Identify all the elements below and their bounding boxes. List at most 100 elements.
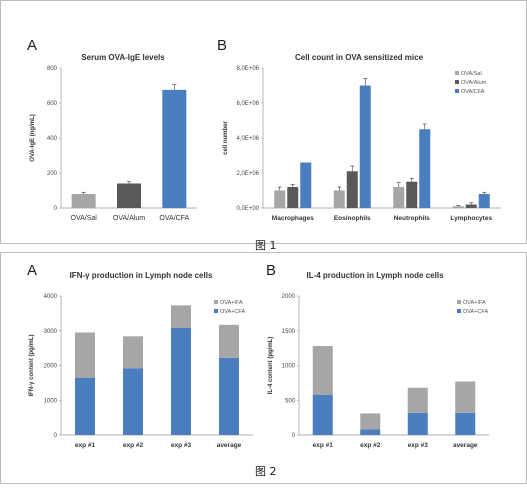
- chart-title: IL-4 production in Lymph node cells: [306, 271, 444, 280]
- legend-label: OVA/Alum: [461, 80, 487, 86]
- category-label: exp #1: [75, 442, 96, 449]
- y-tick-label: 1000: [282, 364, 296, 370]
- legend-swatch: [457, 300, 461, 304]
- bar-OVA/Alum: [346, 171, 358, 208]
- y-axis-label: IFN-γ content (pg/mL): [29, 335, 35, 397]
- y-tick-label: 2000: [44, 364, 58, 370]
- legend-label: OVA+CFA: [220, 309, 245, 315]
- bar-segment-OVA+CFA: [75, 377, 95, 435]
- category-label: exp #3: [171, 442, 192, 449]
- bar-OVA/Sal: [71, 194, 96, 208]
- category-label: exp #2: [123, 442, 144, 449]
- y-tick-label: 0: [54, 206, 58, 212]
- legend-swatch: [214, 309, 218, 313]
- legend-label: OVA/CFA: [461, 89, 485, 95]
- figure-1-caption: 图 1: [255, 239, 277, 252]
- figure-2-canvas: A B IFN-γ production in Lymph node cells…: [27, 262, 489, 449]
- y-tick-label: 1500: [282, 329, 296, 335]
- bar-segment-OVA+IFA: [455, 381, 476, 413]
- bar-segment-OVA+IFA: [171, 305, 191, 328]
- y-tick-label: 0: [54, 433, 58, 439]
- y-tick-label: 2000: [282, 294, 296, 300]
- bar-OVA/Alum: [406, 181, 418, 208]
- category-label: Neutrophils: [394, 215, 430, 222]
- chart-fig1A: Serum OVA-IgE levels OVA-IgE (ng/mL) 0 200 4…: [30, 53, 197, 222]
- legend-swatch: [457, 309, 461, 313]
- category-label: exp #2: [360, 442, 381, 449]
- panel-label-a: A: [27, 37, 37, 54]
- bar-OVA/Alum: [465, 204, 477, 208]
- bar-segment-OVA+CFA: [360, 429, 381, 435]
- legend-swatch: [214, 300, 218, 304]
- y-tick-label: 4,0E+06: [236, 136, 259, 142]
- category-label: average: [453, 442, 478, 449]
- legend-swatch: [455, 80, 459, 84]
- bar-OVA/CFA: [359, 85, 371, 208]
- figure-2: A B IFN-γ production in Lymph node cells…: [0, 252, 527, 484]
- panel-label-b: B: [217, 37, 227, 54]
- category-label: OVA/Sal: [71, 215, 98, 222]
- category-label: average: [217, 442, 242, 449]
- y-tick-label: 0: [292, 433, 296, 439]
- legend-swatch: [455, 89, 459, 93]
- category-label: OVA/Alum: [113, 215, 145, 222]
- y-tick-label: 400: [47, 136, 58, 142]
- bar-segment-OVA+IFA: [123, 336, 143, 369]
- y-tick-label: 3000: [44, 329, 58, 335]
- bar-segment-OVA+CFA: [219, 357, 239, 435]
- y-tick-label: 800: [47, 66, 58, 72]
- bar-OVA/CFA: [419, 129, 431, 208]
- y-tick-label: 200: [47, 171, 58, 177]
- chart-title: Serum OVA-IgE levels: [81, 53, 165, 62]
- chart-fig2B: IL-4 production in Lymph node cells IL-4 …: [268, 271, 489, 449]
- legend-label: OVA+CFA: [463, 309, 488, 315]
- bar-segment-OVA+CFA: [171, 327, 191, 435]
- bar-segment-OVA+IFA: [407, 387, 428, 413]
- bar-segment-OVA+IFA: [312, 346, 333, 395]
- category-label: exp #3: [408, 442, 429, 449]
- bar-OVA/CFA: [300, 162, 312, 208]
- y-tick-label: 2,0E+06: [236, 171, 259, 177]
- chart-fig1B: Cell count in OVA sensitized mice cell nu…: [223, 53, 501, 222]
- y-tick-label: 0,0E+00: [236, 206, 259, 212]
- bar-segment-OVA+CFA: [312, 394, 333, 435]
- legend-swatch: [455, 71, 459, 75]
- legend-label: OVA+IFA: [220, 300, 243, 306]
- y-tick-label: 500: [285, 398, 296, 404]
- bar-OVA/CFA: [478, 194, 490, 208]
- bar-segment-OVA+IFA: [360, 413, 381, 430]
- bar-OVA/Sal: [274, 190, 286, 208]
- chart-title: Cell count in OVA sensitized mice: [295, 53, 424, 62]
- bar-OVA/Sal: [333, 190, 345, 208]
- bar-segment-OVA+CFA: [123, 368, 143, 435]
- bar-OVA/Alum: [117, 183, 141, 208]
- chart-title: IFN-γ production in Lymph node cells: [70, 271, 213, 280]
- y-axis-label: cell number: [223, 121, 229, 155]
- bar-OVA/Alum: [287, 187, 299, 208]
- y-tick-label: 1000: [44, 398, 58, 404]
- figure-1-canvas: A B Serum OVA-IgE levels OVA-IgE (ng/mL) 0…: [27, 37, 501, 222]
- bar-OVA/CFA: [162, 89, 187, 208]
- category-label: OVA/CFA: [159, 215, 189, 222]
- bar-segment-OVA+IFA: [219, 324, 239, 358]
- y-tick-label: 8,0E+06: [236, 66, 259, 72]
- panel-label-a: A: [27, 262, 37, 279]
- bar-OVA/Sal: [452, 206, 464, 208]
- y-axis-label: OVA-IgE (ng/mL): [30, 114, 36, 162]
- bar-segment-OVA+CFA: [455, 412, 476, 435]
- bar-OVA/Sal: [393, 187, 405, 208]
- figure-1: A B Serum OVA-IgE levels OVA-IgE (ng/mL) 0…: [0, 0, 527, 252]
- y-axis-label: IL-4 content (pg/mL): [268, 337, 274, 395]
- category-label: Lymphocytes: [450, 215, 492, 222]
- bar-segment-OVA+IFA: [75, 332, 95, 378]
- panel-label-b: B: [266, 262, 276, 279]
- category-label: Macrophages: [272, 215, 314, 222]
- legend-label: OVA/Sal: [461, 71, 482, 77]
- y-tick-label: 6,0E+06: [236, 101, 259, 107]
- category-label: exp #1: [313, 442, 334, 449]
- figure-2-caption: 图 2: [255, 465, 277, 478]
- y-tick-label: 4000: [44, 294, 58, 300]
- bar-segment-OVA+CFA: [407, 412, 428, 435]
- legend-label: OVA+IFA: [463, 300, 486, 306]
- y-tick-label: 600: [47, 101, 58, 107]
